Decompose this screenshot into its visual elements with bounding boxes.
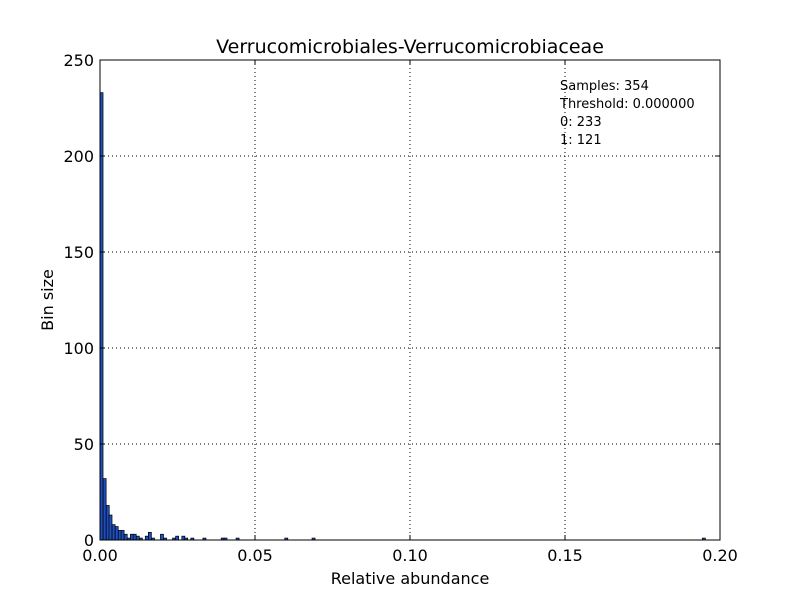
x-axis-label: Relative abundance: [331, 569, 490, 588]
annotation-count-one: 1: 121: [560, 133, 602, 148]
histogram-bar: [114, 526, 119, 541]
x-tick-label: 0.20: [702, 546, 738, 565]
y-tick-label: 100: [63, 339, 94, 358]
x-tick-labels: 0.00 0.05 0.10 0.15 0.20: [82, 546, 738, 565]
x-tick-label: 0.15: [547, 546, 583, 565]
histogram-bar: [120, 530, 125, 541]
histogram-bar: [102, 478, 107, 541]
histogram-bar: [123, 533, 128, 541]
histogram-bar: [135, 535, 140, 541]
histogram-bar: [160, 533, 164, 541]
y-tick-label: 50: [74, 435, 94, 454]
annotation-count-zero: 0: 233: [560, 115, 602, 130]
grid-lines: [100, 60, 720, 540]
histogram-bar: [132, 533, 137, 541]
y-tick-labels: 0 50 100 150 200 250: [63, 51, 94, 550]
x-tick-label: 0.10: [392, 546, 428, 565]
axis-ticks: [99, 59, 721, 541]
histogram-bar: [111, 524, 116, 541]
histogram-bar: [144, 535, 149, 541]
annotation-threshold: Threshold: 0.000000: [559, 97, 695, 112]
x-tick-label: 0.05: [237, 546, 273, 565]
y-tick-label: 150: [63, 243, 94, 262]
chart-title: Verrucomicrobiales-Verrucomicrobiaceae: [216, 36, 604, 58]
y-tick-label: 250: [63, 51, 94, 70]
annotation-samples: Samples: 354: [560, 79, 649, 94]
x-tick-label: 0.00: [82, 546, 118, 565]
y-tick-label: 0: [84, 531, 94, 550]
histogram-bar: [148, 531, 152, 541]
histogram-bar: [175, 535, 180, 541]
y-axis-label: Bin size: [38, 269, 57, 331]
y-tick-label: 200: [63, 147, 94, 166]
histogram-bar: [108, 514, 113, 541]
